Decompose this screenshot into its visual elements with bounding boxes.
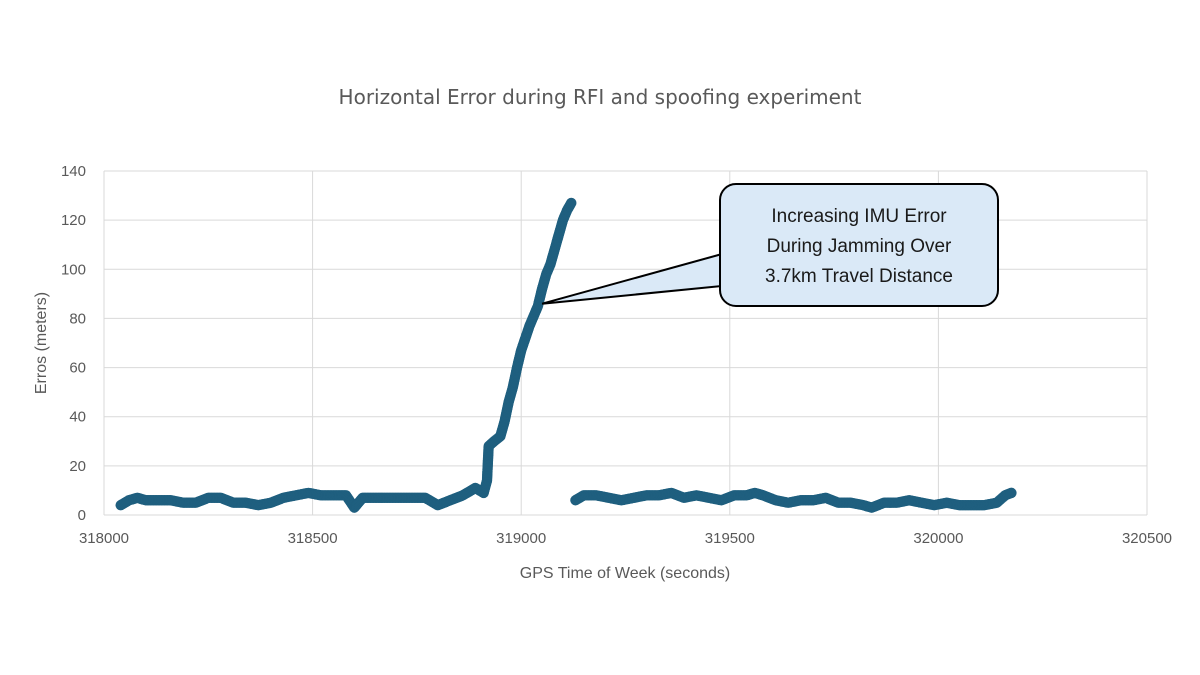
- y-tick-label: 0: [78, 507, 86, 524]
- x-tick-label: 318500: [288, 530, 338, 547]
- y-tick-labels: 0 20 40 60 80 100 120 140: [61, 163, 86, 524]
- y-tick-label: 60: [69, 360, 86, 377]
- y-tick-label: 120: [61, 212, 86, 229]
- x-tick-label: 320500: [1122, 530, 1172, 547]
- chart-title: Horizontal Error during RFI and spoofing…: [339, 85, 862, 109]
- data-point: [1006, 487, 1017, 499]
- data-point: [566, 197, 577, 209]
- y-tick-label: 140: [61, 163, 86, 180]
- y-tick-label: 100: [61, 261, 86, 278]
- callout-line-2: During Jamming Over: [767, 236, 952, 257]
- x-tick-label: 319000: [496, 530, 546, 547]
- y-tick-label: 20: [69, 458, 86, 475]
- y-tick-label: 80: [69, 310, 86, 327]
- x-tick-label: 318000: [79, 530, 129, 547]
- callout-box: [719, 183, 999, 307]
- callout-line-3: 3.7km Travel Distance: [765, 266, 953, 287]
- x-tick-labels: 318000 318500 319000 319500 320000 320500: [79, 530, 1172, 547]
- callout-annotation: Increasing IMU Error During Jamming Over…: [541, 183, 999, 307]
- callout-pointer: [541, 252, 723, 305]
- y-tick-label: 40: [69, 409, 86, 426]
- x-tick-label: 320000: [913, 530, 963, 547]
- y-axis-title: Erros (meters): [33, 292, 50, 394]
- data-points: [115, 197, 1017, 513]
- callout-line-1: Increasing IMU Error: [771, 206, 947, 227]
- x-axis-title: GPS Time of Week (seconds): [520, 565, 730, 582]
- x-tick-label: 319500: [705, 530, 755, 547]
